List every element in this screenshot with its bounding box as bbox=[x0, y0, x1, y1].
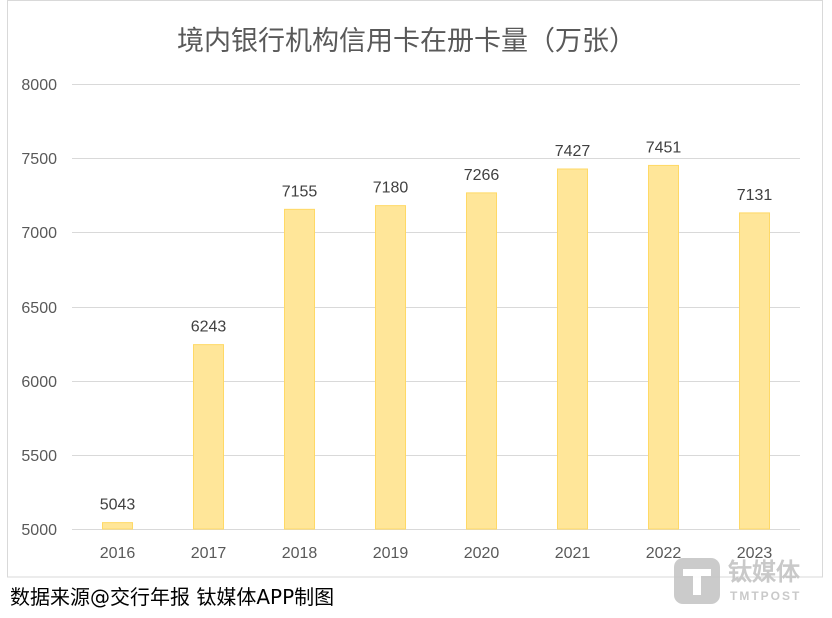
tmtpost-t-logo-icon bbox=[674, 558, 720, 604]
bars bbox=[102, 164, 770, 530]
y-tick-label: 7000 bbox=[21, 225, 57, 242]
chart-title: 境内银行机构信用卡在册卡量（万张） bbox=[177, 26, 636, 57]
watermark-brand-en: TMTPOST bbox=[730, 589, 802, 603]
bar-chart: 5000 5500 6000 6500 7000 7500 8000 5043 6243 7155… bbox=[7, 0, 823, 578]
x-tick-label: 2020 bbox=[464, 545, 500, 562]
x-tick-label: 2016 bbox=[100, 545, 136, 562]
chart-frame bbox=[7, 0, 823, 578]
gridlines bbox=[72, 84, 800, 530]
data-label: 7266 bbox=[464, 167, 500, 184]
data-label: 6243 bbox=[191, 319, 227, 336]
data-label: 7155 bbox=[282, 183, 318, 200]
bar-2020 bbox=[466, 192, 497, 530]
y-tick-label: 6500 bbox=[21, 300, 57, 317]
y-tick-label: 8000 bbox=[21, 77, 57, 94]
bar-2022 bbox=[648, 164, 679, 530]
y-axis-labels: 5000 5500 6000 6500 7000 7500 8000 bbox=[21, 77, 57, 539]
watermark: 钛媒体 TMTPOST bbox=[674, 556, 804, 608]
bar-2021 bbox=[557, 168, 588, 530]
x-tick-label: 2019 bbox=[373, 545, 409, 562]
bar-2017 bbox=[193, 344, 224, 530]
bar-2018 bbox=[284, 208, 315, 530]
y-tick-label: 5000 bbox=[21, 522, 57, 539]
y-tick-label: 6000 bbox=[21, 374, 57, 391]
y-tick-label: 5500 bbox=[21, 448, 57, 465]
x-tick-label: 2018 bbox=[282, 545, 318, 562]
x-tick-label: 2022 bbox=[646, 545, 682, 562]
bar-2016 bbox=[102, 522, 133, 530]
data-label: 7131 bbox=[737, 187, 773, 204]
x-tick-label: 2017 bbox=[191, 545, 227, 562]
source-note: 数据来源@交行年报 钛媒体APP制图 bbox=[10, 585, 335, 609]
data-labels: 5043 6243 7155 7180 7266 7427 7451 7131 bbox=[100, 139, 773, 513]
y-tick-label: 7500 bbox=[21, 151, 57, 168]
data-label: 7180 bbox=[373, 180, 409, 197]
x-axis-labels: 2016 2017 2018 2019 2020 2021 2022 2023 bbox=[100, 545, 773, 562]
bar-2019 bbox=[375, 205, 406, 530]
bar-2023 bbox=[739, 212, 770, 530]
watermark-brand-cn: 钛媒体 bbox=[728, 558, 800, 586]
data-label: 5043 bbox=[100, 497, 136, 514]
data-label: 7451 bbox=[646, 139, 682, 156]
data-label: 7427 bbox=[555, 143, 591, 160]
x-tick-label: 2021 bbox=[555, 545, 591, 562]
x-tick-label: 2023 bbox=[737, 545, 773, 562]
